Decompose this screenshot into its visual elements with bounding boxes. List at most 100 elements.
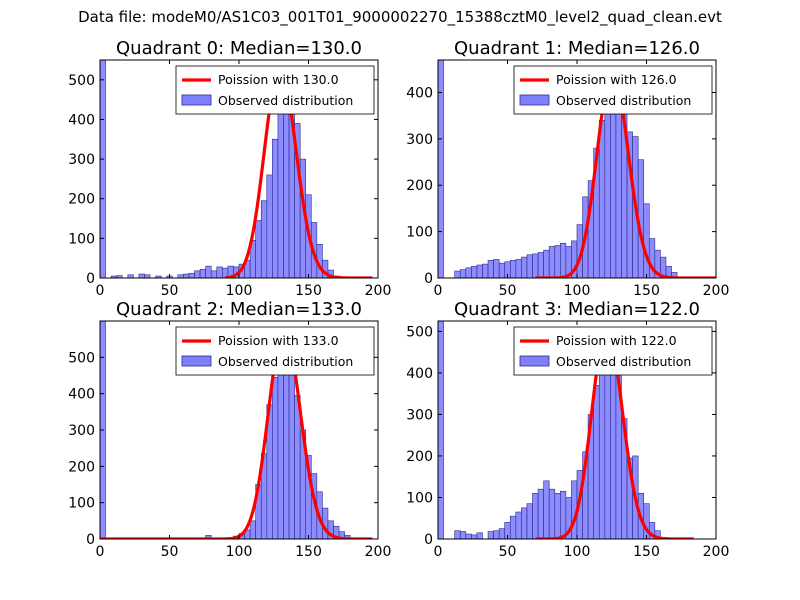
histogram-bar (210, 270, 218, 278)
histogram-bar (183, 273, 190, 278)
y-tick-label: 400 (406, 366, 433, 382)
x-tick-label: 100 (226, 283, 253, 299)
histogram-bar (471, 534, 478, 539)
histogram-bar (471, 266, 478, 278)
y-tick-label: 400 (406, 85, 433, 101)
y-tick-label: 500 (68, 73, 95, 89)
histogram-bar (643, 203, 650, 278)
legend: Poission with 126.0 Observed distribution (513, 65, 713, 115)
histogram-bar (277, 353, 284, 539)
legend-box (175, 65, 375, 115)
histogram-bar (459, 269, 467, 278)
histogram-bar (277, 103, 284, 278)
histogram-bar (509, 260, 517, 278)
y-tick-label: 300 (68, 152, 95, 168)
histogram-bar (482, 263, 489, 278)
histogram-bar (543, 249, 550, 278)
legend-bar-label: Observed distribution (218, 93, 353, 108)
histogram-bar (537, 488, 544, 539)
histogram-bar (194, 270, 201, 278)
y-tick-label: 500 (68, 350, 95, 366)
histogram-bar (515, 259, 522, 278)
legend-curve-label: Poission with 122.0 (556, 333, 677, 348)
x-tick-label: 0 (434, 283, 443, 299)
x-tick-label: 100 (226, 544, 253, 560)
histogram-bar (100, 60, 106, 278)
histogram-bar (537, 252, 544, 278)
legend-bar-label: Observed distribution (556, 354, 691, 369)
y-tick-label: 100 (406, 225, 433, 241)
legend-bar-label: Observed distribution (218, 354, 353, 369)
histogram-bar (438, 321, 444, 539)
histogram-bar (509, 515, 517, 539)
x-tick-label: 200 (703, 283, 730, 299)
y-tick-label: 0 (86, 271, 95, 287)
legend-bar-swatch (519, 355, 550, 367)
histogram-bar (199, 268, 206, 278)
histogram-bar (548, 488, 556, 539)
histogram-bar (465, 267, 472, 278)
y-tick-label: 300 (406, 407, 433, 423)
histogram-bar (272, 138, 279, 278)
y-tick-label: 0 (86, 532, 95, 548)
legend-box (175, 326, 375, 376)
histogram-bar (521, 507, 528, 539)
histogram-bar (604, 351, 611, 539)
histogram-bar (454, 270, 461, 278)
poisson-curve (100, 328, 373, 539)
histogram-bar (493, 530, 500, 539)
legend-bar-swatch (519, 94, 550, 106)
quadrant-1-plot: 0 50 100 150 200 0 100 200 300 400 Quadrant 1: Med… (406, 38, 729, 299)
histogram-bar (604, 101, 611, 278)
y-tick-label: 500 (406, 324, 433, 340)
histogram-bar (526, 503, 533, 539)
histogram-bar (548, 246, 556, 278)
x-tick-label: 150 (633, 283, 660, 299)
histogram-bar (487, 260, 494, 278)
histogram-bar (454, 530, 461, 539)
x-tick-label: 0 (434, 544, 443, 560)
histogram-bar (459, 531, 467, 539)
histogram-bar (266, 174, 273, 278)
x-tick-label: 50 (499, 544, 517, 560)
histogram-bar (188, 272, 195, 278)
y-tick-label: 0 (424, 532, 433, 548)
y-tick-label: 100 (68, 496, 95, 512)
subplot-title: Quadrant 0: Median=130.0 (116, 38, 362, 59)
legend-box (513, 65, 713, 115)
y-tick-label: 200 (68, 459, 95, 475)
x-tick-label: 200 (365, 283, 392, 299)
histogram-bar (498, 528, 506, 539)
legend-curve-label: Poission with 133.0 (218, 333, 339, 348)
quadrant-3-plot: 0 50 100 150 200 0 100 200 300 400 500 Quadrant 3: … (406, 299, 729, 560)
x-tick-label: 200 (703, 544, 730, 560)
y-tick-label: 200 (406, 449, 433, 465)
legend-bar-swatch (181, 94, 212, 106)
x-tick-label: 50 (161, 283, 179, 299)
histogram-bar (249, 520, 256, 539)
histogram-bar (560, 242, 567, 278)
histogram-bar (554, 493, 561, 539)
subplot-title: Quadrant 3: Median=122.0 (454, 299, 700, 320)
histogram-bar (598, 120, 606, 278)
x-tick-label: 0 (96, 283, 105, 299)
y-tick-label: 100 (406, 490, 433, 506)
histogram-bar (260, 200, 268, 278)
histogram-bar (294, 395, 301, 539)
x-tick-label: 50 (499, 283, 517, 299)
histogram-bar (205, 265, 212, 278)
histogram-bar (598, 372, 606, 539)
histogram-bar (255, 220, 262, 278)
y-tick-label: 300 (68, 423, 95, 439)
histogram-bar (532, 253, 539, 278)
histogram-bar (554, 245, 561, 278)
histogram-bar (493, 259, 500, 278)
legend: Poission with 133.0 Observed distribution (175, 326, 375, 376)
histogram-bar (476, 532, 483, 539)
histogram-bar (487, 531, 494, 539)
histogram-bar (593, 385, 600, 539)
plot-marks (100, 321, 373, 539)
legend-bar-swatch (181, 355, 212, 367)
histogram-bar (498, 262, 506, 278)
histogram-bar (515, 511, 522, 539)
